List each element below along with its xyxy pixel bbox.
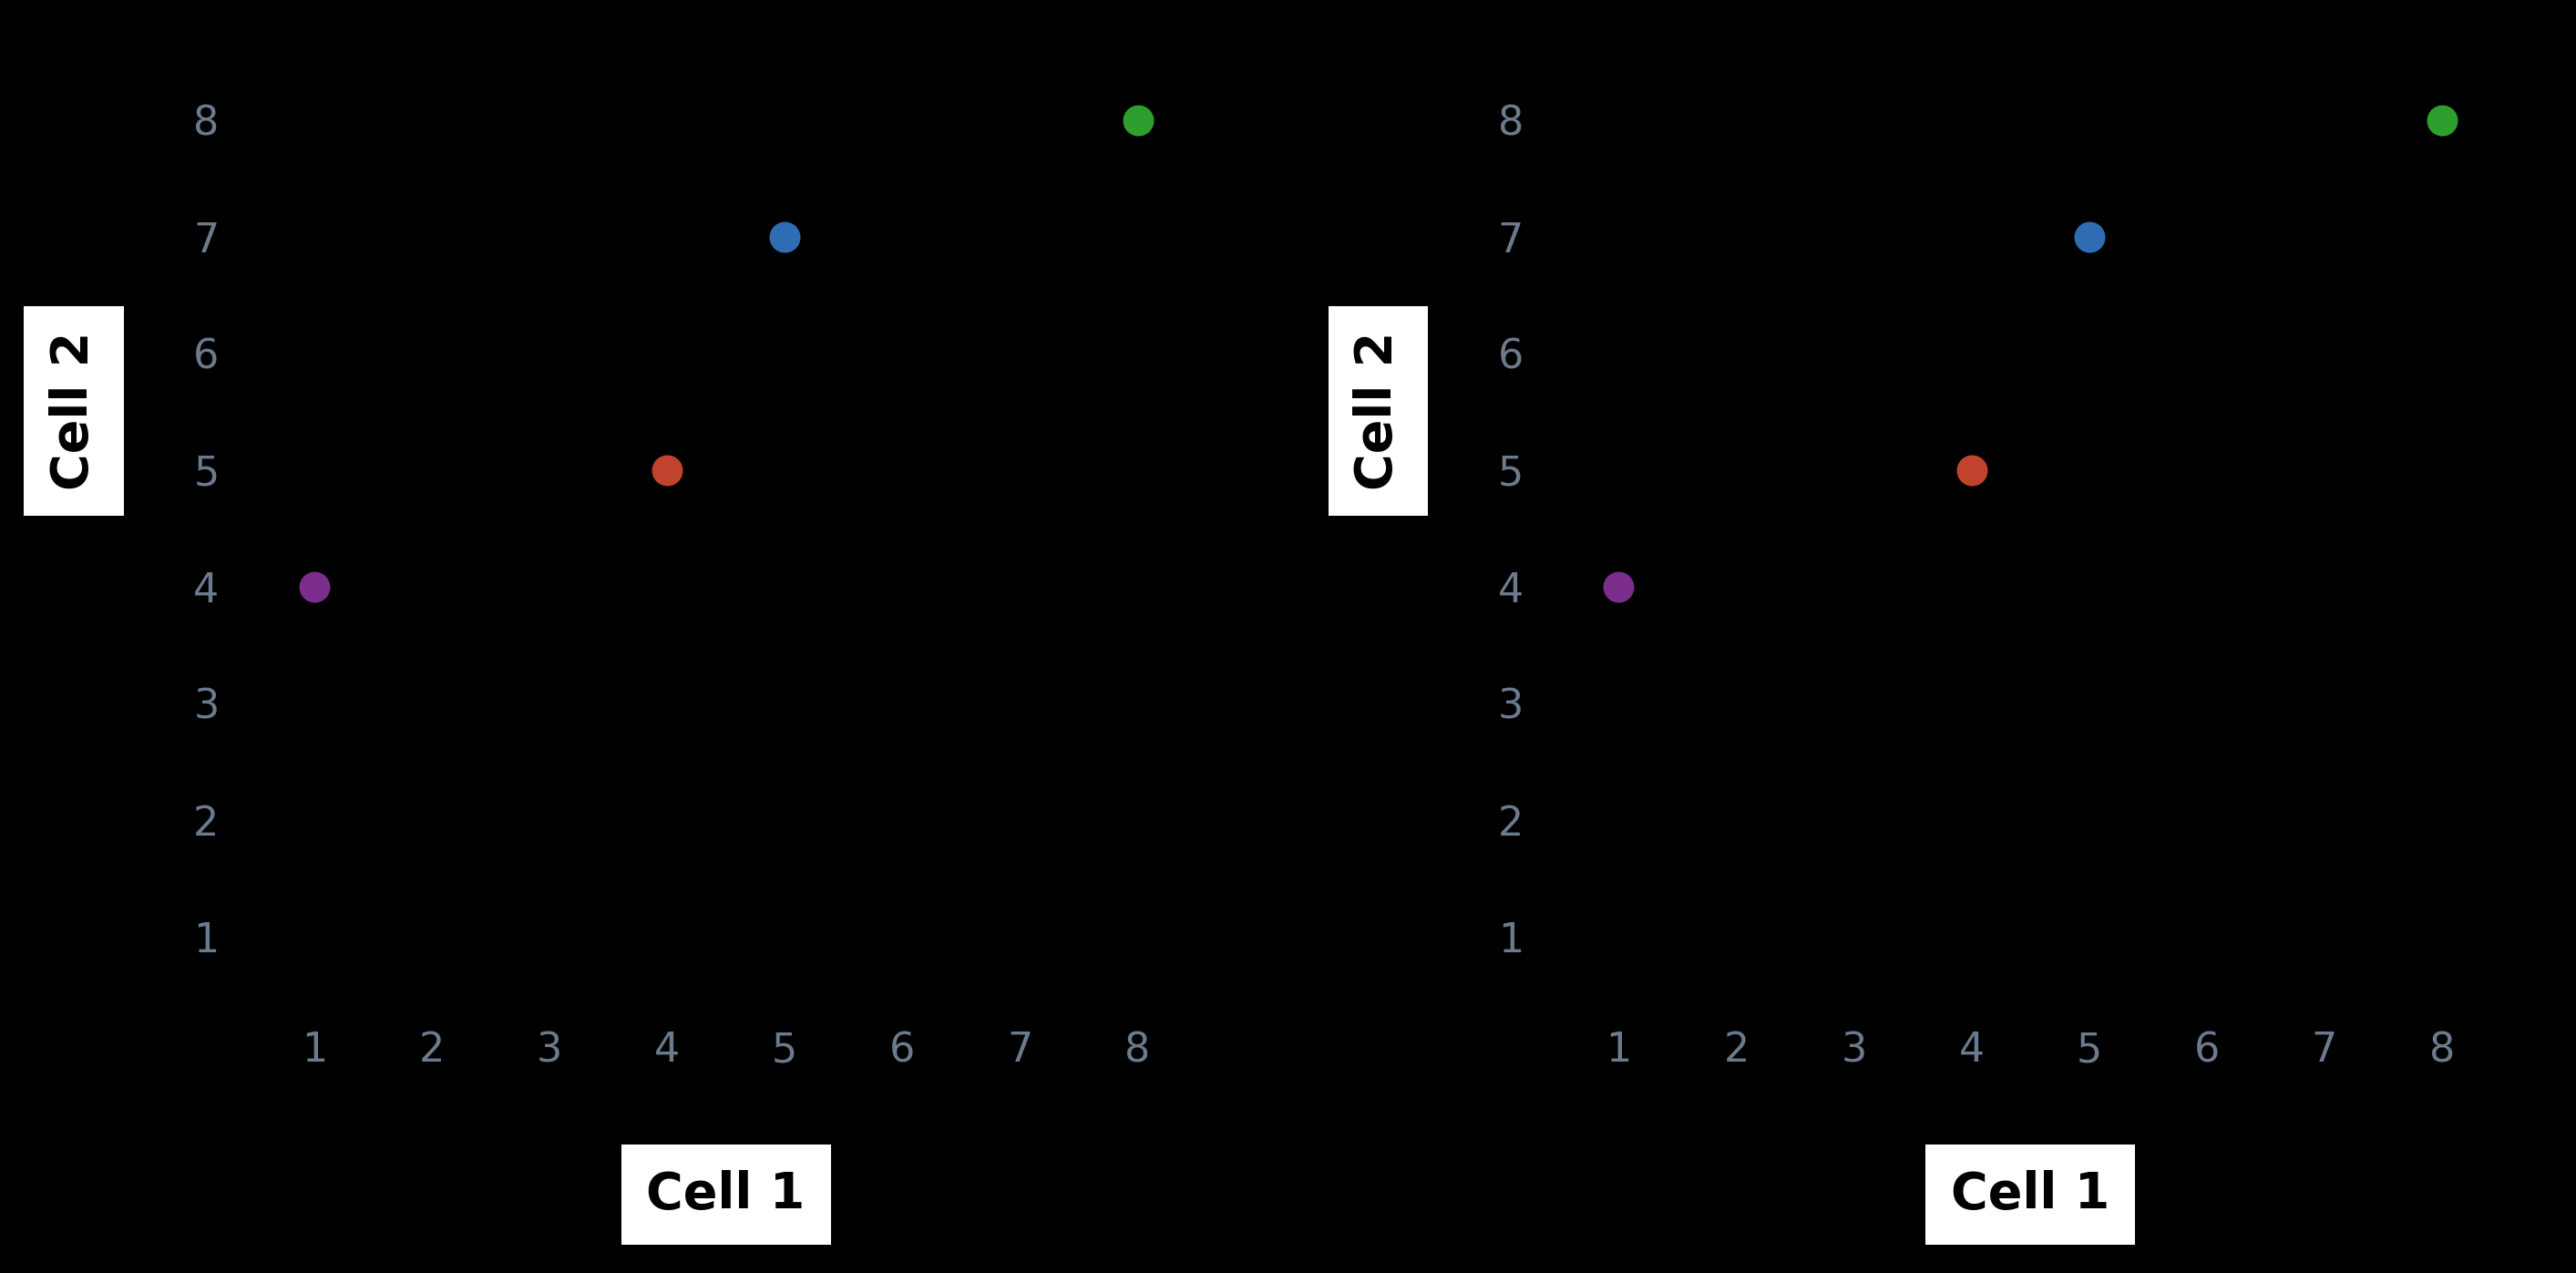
Point (647, 460, 688, 480)
Point (1118, 109, 1159, 130)
Text: Cell 2: Cell 2 (49, 331, 98, 490)
Point (1950, 460, 1991, 480)
Point (2421, 109, 2463, 130)
Point (2069, 227, 2110, 247)
Point (1597, 577, 1638, 597)
Text: Cell 2: Cell 2 (1352, 331, 1404, 490)
Point (765, 227, 806, 247)
Text: Cell 1: Cell 1 (647, 1170, 806, 1220)
Point (294, 577, 335, 597)
Text: Cell 1: Cell 1 (1950, 1170, 2110, 1220)
